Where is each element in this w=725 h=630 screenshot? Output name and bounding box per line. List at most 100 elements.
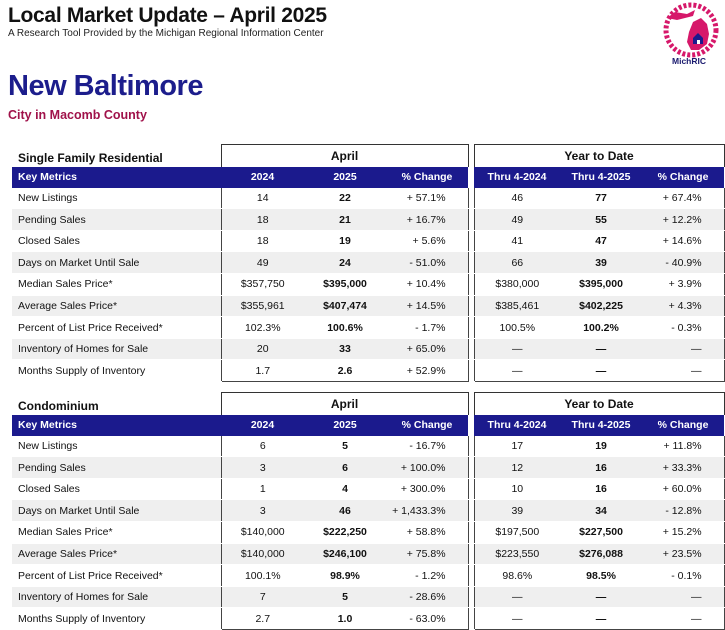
col-pct-change: % Change <box>386 167 469 188</box>
table-row: Pending Sales 3 6 + 100.0% 12 16 + 33.3% <box>12 456 725 479</box>
col-ytd-pct-change: % Change <box>642 167 725 188</box>
col-thru-2025: Thru 4-2025 <box>560 167 643 188</box>
single-family-table: Single Family Residential April Year to … <box>12 144 725 383</box>
april-2025-value: 5 <box>304 435 386 458</box>
april-2025-value: 100.6% <box>304 316 386 339</box>
april-2025-value: 46 <box>304 499 386 523</box>
april-2025-value: 21 <box>304 208 386 231</box>
group-header-ytd: Year to Date <box>473 144 725 168</box>
metric-label: Pending Sales <box>12 208 221 231</box>
ytd-2024-value: 46 <box>473 187 561 210</box>
ytd-pct-change: + 67.4% <box>642 187 725 210</box>
metric-label: Percent of List Price Received* <box>12 564 221 587</box>
ytd-2024-value: $385,461 <box>473 295 561 318</box>
ytd-2024-value: $197,500 <box>473 521 561 544</box>
april-2024-value: $355,961 <box>220 295 304 318</box>
ytd-pct-change: - 12.8% <box>642 499 725 523</box>
ytd-2025-value: 98.5% <box>560 564 643 587</box>
metric-label: New Listings <box>12 435 221 458</box>
metric-label: Days on Market Until Sale <box>12 499 221 523</box>
april-2024-value: 3 <box>220 456 304 479</box>
april-2025-value: 2.6 <box>304 359 386 383</box>
table-row: Percent of List Price Received* 100.1% 98.… <box>12 564 725 587</box>
ytd-2025-value: 100.2% <box>560 316 643 339</box>
ytd-2025-value: 34 <box>560 499 643 523</box>
ytd-pct-change: — <box>642 338 725 361</box>
ytd-pct-change: - 0.1% <box>642 564 725 587</box>
table-row: Days on Market Until Sale 3 46 + 1,433.3% 39… <box>12 499 725 523</box>
ytd-pct-change: + 11.8% <box>642 435 725 458</box>
april-2024-value: 6 <box>220 435 304 458</box>
metric-label: Closed Sales <box>12 230 221 253</box>
metric-label: Months Supply of Inventory <box>12 359 221 383</box>
april-pct-change: + 5.6% <box>386 230 469 253</box>
report-title: Local Market Update – April 2025 <box>8 4 327 27</box>
col-ytd-pct-change: % Change <box>642 415 725 436</box>
metric-label: Inventory of Homes for Sale <box>12 338 221 361</box>
ytd-2024-value: $223,550 <box>473 543 561 566</box>
ytd-2025-value: $227,500 <box>560 521 643 544</box>
metric-label: Closed Sales <box>12 478 221 501</box>
april-pct-change: - 1.2% <box>386 564 469 587</box>
ytd-2024-value: 10 <box>473 478 561 501</box>
april-2025-value: 24 <box>304 251 386 275</box>
ytd-2024-value: $380,000 <box>473 273 561 296</box>
ytd-2024-value: 66 <box>473 251 561 275</box>
col-thru-2025: Thru 4-2025 <box>560 415 643 436</box>
april-2025-value: 22 <box>304 187 386 210</box>
april-pct-change: + 1,433.3% <box>386 499 469 523</box>
april-pct-change: - 28.6% <box>386 586 469 609</box>
ytd-2025-value: 19 <box>560 435 643 458</box>
ytd-2025-value: $402,225 <box>560 295 643 318</box>
april-2025-value: 6 <box>304 456 386 479</box>
april-2025-value: 33 <box>304 338 386 361</box>
ytd-pct-change: — <box>642 607 725 630</box>
ytd-2025-value: — <box>560 586 643 609</box>
april-2024-value: 18 <box>220 230 304 253</box>
table-row: Inventory of Homes for Sale 20 33 + 65.0% — —… <box>12 338 725 361</box>
ytd-pct-change: — <box>642 586 725 609</box>
table-row: Months Supply of Inventory 1.7 2.6 + 52.9% —… <box>12 359 725 383</box>
april-2024-value: $140,000 <box>220 543 304 566</box>
april-2024-value: 1 <box>220 478 304 501</box>
logo-wordmark: MichRIC <box>672 56 706 66</box>
ytd-pct-change: + 33.3% <box>642 456 725 479</box>
ytd-2025-value: 39 <box>560 251 643 275</box>
metric-label: Average Sales Price* <box>12 295 221 318</box>
april-pct-change: + 75.8% <box>386 543 469 566</box>
col-2024: 2024 <box>221 167 304 188</box>
table-row: New Listings 6 5- 16.7% 17 19 + 11.8% <box>12 435 725 458</box>
ytd-pct-change: + 23.5% <box>642 543 725 566</box>
ytd-pct-change: + 3.9% <box>642 273 725 296</box>
metric-label: Days on Market Until Sale <box>12 251 221 275</box>
michigan-map-icon <box>663 2 719 58</box>
table-row: Percent of List Price Received* 102.3% 100… <box>12 316 725 339</box>
ytd-2024-value: 49 <box>473 208 561 231</box>
april-pct-change: + 300.0% <box>386 478 469 501</box>
april-2024-value: 100.1% <box>220 564 304 587</box>
col-key-metrics: Key Metrics <box>12 167 221 188</box>
section-title: Single Family Residential <box>18 151 163 166</box>
april-2024-value: 1.7 <box>220 359 304 383</box>
ytd-2024-value: 98.6% <box>473 564 561 587</box>
ytd-2025-value: 47 <box>560 230 643 253</box>
april-2024-value: 2.7 <box>220 607 304 630</box>
ytd-2025-value: — <box>560 607 643 630</box>
table-row: New Listings 14 22 + 57.1% 46 77 + 67.4% <box>12 187 725 210</box>
april-pct-change: - 16.7% <box>386 435 469 458</box>
col-key-metrics: Key Metrics <box>12 415 221 436</box>
april-2024-value: 20 <box>220 338 304 361</box>
metric-label: Inventory of Homes for Sale <box>12 586 221 609</box>
april-2024-value: 18 <box>220 208 304 231</box>
ytd-2025-value: — <box>560 359 643 383</box>
april-pct-change: + 52.9% <box>386 359 469 383</box>
col-thru-2024: Thru 4-2024 <box>474 415 561 436</box>
city-name: New Baltimore <box>8 70 203 102</box>
metric-label: Average Sales Price* <box>12 543 221 566</box>
table-row: Average Sales Price* $355,961 $407,474 + 14… <box>12 295 725 318</box>
ytd-2025-value: $395,000 <box>560 273 643 296</box>
condominium-table: Condominium April Year to Date Key Metri… <box>12 392 725 630</box>
ytd-pct-change: — <box>642 359 725 383</box>
metric-label: New Listings <box>12 187 221 210</box>
table-row: Average Sales Price* $140,000 $246,100 + 75… <box>12 543 725 566</box>
